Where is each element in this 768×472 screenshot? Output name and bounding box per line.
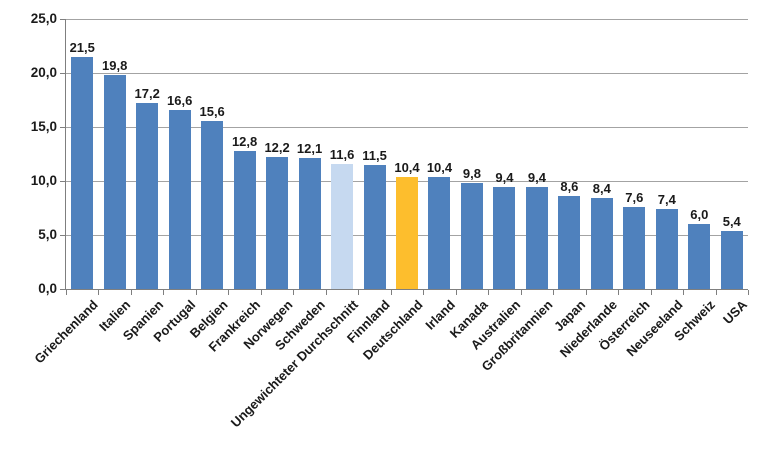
x-axis-tick (423, 290, 425, 295)
bar-value-label: 9,4 (527, 170, 546, 186)
x-axis-tick (195, 290, 197, 295)
x-axis-line (60, 289, 748, 290)
gridline (66, 127, 748, 128)
y-axis-tick (60, 127, 65, 128)
x-axis-label: USA (720, 297, 751, 328)
x-axis-tick (390, 290, 392, 295)
x-axis-tick (358, 290, 360, 295)
bar (71, 56, 94, 289)
bar (266, 157, 289, 289)
x-axis-tick (650, 290, 652, 295)
x-axis-tick (618, 290, 620, 295)
bar-value-label: 10,4 (426, 159, 453, 175)
bar (590, 198, 613, 289)
bar (525, 187, 548, 289)
x-axis-tick (585, 290, 587, 295)
bar (428, 176, 451, 289)
bar (655, 209, 678, 289)
bar (623, 206, 646, 289)
y-axis-line (65, 19, 66, 289)
x-axis-labels: Griechenland Italien Spanien Portugal Belgie… (31, 297, 751, 472)
bar (460, 183, 483, 289)
bar-value-label: 17,2 (134, 86, 160, 102)
x-axis-tick (66, 290, 67, 295)
bar-value-label: 16,6 (167, 92, 193, 108)
x-axis-tick (520, 290, 522, 295)
bar (720, 230, 743, 289)
bar-value-label: 8,4 (592, 181, 611, 197)
bar-value-label: 6,0 (690, 207, 709, 223)
y-axis-tick (60, 235, 65, 236)
bar (201, 120, 224, 289)
bar (136, 103, 159, 289)
x-axis-tick (553, 290, 555, 295)
bar-value-label: 12,1 (296, 141, 323, 157)
bar (396, 176, 418, 289)
x-axis-tick (228, 290, 230, 295)
y-axis-tick (60, 181, 65, 182)
bar-value-label: 19,8 (102, 58, 128, 74)
y-axis-tick (60, 19, 65, 20)
x-axis-tick (260, 290, 262, 295)
x-axis-tick (130, 290, 132, 295)
plot-area: 21,5 19,8 17,2 16,6 15,6 12,8 12,2 12,1 11,6 11,5… (60, 19, 749, 295)
bar (363, 164, 386, 289)
x-axis-tick (488, 290, 490, 295)
y-axis-label: 0,0 (38, 281, 57, 296)
bar (331, 163, 354, 289)
bar (103, 75, 126, 289)
bar-value-label: 15,6 (199, 103, 225, 119)
bar-value-label: 9,4 (495, 170, 514, 186)
bar-value-label: 21,5 (69, 39, 95, 55)
y-axis-tick (60, 73, 65, 74)
bar-value-label: 10,4 (394, 159, 420, 175)
bar-value-label: 9,8 (462, 166, 481, 182)
y-axis-tick (60, 289, 65, 290)
bar (493, 187, 516, 289)
x-axis-tick (293, 290, 295, 295)
bar-value-label: 8,6 (560, 179, 579, 195)
x-axis-tick (748, 290, 749, 295)
x-axis-tick (683, 290, 685, 295)
bar-value-label: 11,5 (362, 147, 387, 163)
x-axis-tick (163, 290, 165, 295)
y-axis-label: 10,0 (30, 173, 57, 188)
bar (688, 224, 711, 289)
bar-value-label: 11,6 (329, 146, 355, 162)
y-axis-label: 20,0 (30, 65, 57, 80)
bar-value-label: 12,2 (264, 140, 290, 156)
bar (233, 150, 256, 289)
gridline (66, 19, 748, 20)
y-axis-label: 15,0 (30, 119, 57, 134)
x-axis-tick (325, 290, 327, 295)
x-axis-tick (715, 290, 717, 295)
x-axis-tick (455, 290, 457, 295)
x-axis-label: Griechenland (31, 297, 101, 367)
gridline (66, 73, 748, 74)
bar-value-label: 12,8 (231, 133, 258, 149)
y-axis-label: 25,0 (30, 11, 57, 26)
x-axis-tick (98, 290, 100, 295)
bar-value-label: 7,4 (657, 192, 676, 208)
bar-value-label: 7,6 (625, 189, 644, 205)
bar (298, 158, 321, 289)
bar-value-label: 5,4 (722, 213, 741, 229)
bar (558, 196, 581, 289)
y-axis-label: 5,0 (38, 227, 57, 242)
bar (168, 109, 191, 289)
y-axis-labels: 25,0 20,0 15,0 10,0 5,0 0,0 (0, 11, 57, 296)
